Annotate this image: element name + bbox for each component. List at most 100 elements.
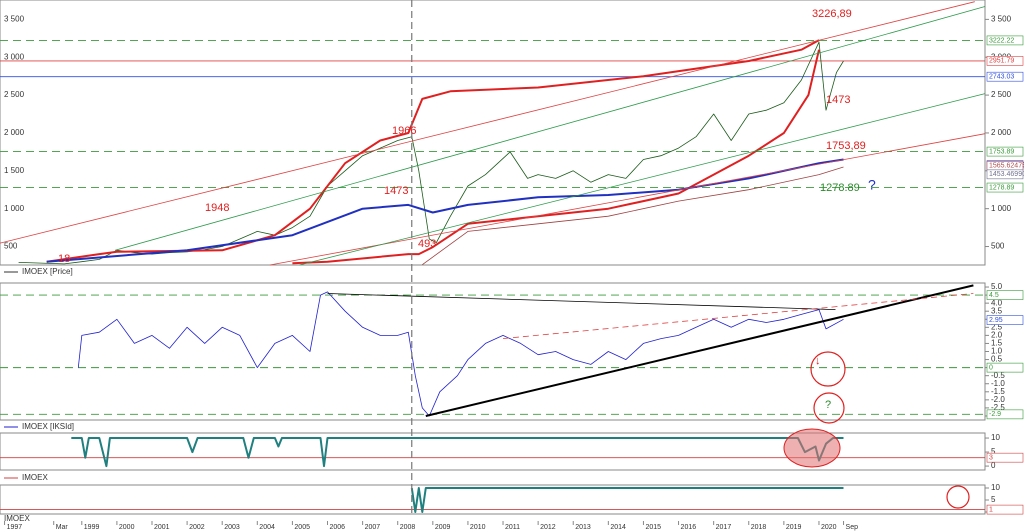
y-tick-label: 5 xyxy=(991,447,996,456)
y-tick-label: -1.5 xyxy=(991,387,1005,396)
y-tick-label: 10 xyxy=(991,483,1000,492)
series-line xyxy=(114,6,986,251)
level-label: 1753.89 xyxy=(989,148,1014,155)
y-tick-label: 5.0 xyxy=(991,282,1003,291)
series-line xyxy=(422,166,844,266)
series-line xyxy=(502,293,974,339)
y-tick-label: 1 000 xyxy=(4,204,25,213)
level-label: 3 xyxy=(989,455,993,462)
y-tick-label: -1.0 xyxy=(991,379,1005,388)
panel-title: IMOEX [IKSId] xyxy=(22,422,74,431)
annotation: 1948 xyxy=(205,202,229,214)
y-tick-label: 1 000 xyxy=(991,204,1012,213)
x-tick-label: 2002 xyxy=(189,524,205,531)
x-tick-label: Mar xyxy=(56,524,69,531)
panel-title: IMOEX [Price] xyxy=(22,267,73,276)
annotation: 1966 xyxy=(392,125,416,137)
panel-title: IMOEX xyxy=(22,473,48,482)
x-tick-label: 2013 xyxy=(575,524,591,531)
y-tick-label: 2 500 xyxy=(4,90,25,99)
annotation: ? xyxy=(825,399,831,411)
level-label: 4.5 xyxy=(989,292,999,299)
y-tick-label: 3 500 xyxy=(991,14,1012,23)
x-tick-label: 1997 xyxy=(7,524,23,531)
x-tick-label: 2001 xyxy=(154,524,170,531)
circle-mark xyxy=(810,351,846,387)
level-label: 0 xyxy=(989,364,993,371)
panel-frame xyxy=(0,484,986,515)
y-tick-label: 3 500 xyxy=(4,14,25,23)
annotation: 18 xyxy=(58,253,70,265)
level-box xyxy=(986,71,1024,82)
y-tick-label: 2.0 xyxy=(991,330,1003,339)
x-tick-label: 2010 xyxy=(470,524,486,531)
y-tick-label: -2.0 xyxy=(991,395,1005,404)
x-tick-label: 2016 xyxy=(681,524,697,531)
level-box xyxy=(986,182,1024,193)
annotation: 493 xyxy=(418,238,436,250)
annotation: ↓ xyxy=(815,355,821,367)
annotation: 3226,89 xyxy=(812,8,852,20)
series-line xyxy=(292,49,820,265)
series-line xyxy=(299,93,986,266)
y-tick-label: 1 500 xyxy=(4,166,25,175)
level-label: 1565.624756 xyxy=(989,163,1024,170)
x-tick-label: 2011 xyxy=(505,524,520,531)
x-tick-label: 2019 xyxy=(786,524,802,531)
panel-frame xyxy=(0,432,986,471)
x-tick-label: 2018 xyxy=(751,524,767,531)
y-tick-label: 0 xyxy=(991,461,996,470)
y-tick-label: 10 xyxy=(991,433,1000,442)
x-tick-label: 1999 xyxy=(84,524,100,531)
y-tick-label: 2 500 xyxy=(991,90,1012,99)
x-tick-label: 2020 xyxy=(821,524,837,531)
panel-title: IMOEX xyxy=(4,514,30,523)
annotation: 1473 xyxy=(826,94,850,106)
x-tick-label: 2014 xyxy=(610,524,626,531)
x-tick-label: 2012 xyxy=(540,524,556,531)
x-tick-label: 2008 xyxy=(400,524,416,531)
level-box xyxy=(986,452,1024,463)
level-label: 2743.03 xyxy=(989,74,1014,81)
y-tick-label: 4.0 xyxy=(991,298,1003,307)
level-label: 1 xyxy=(989,506,993,513)
y-tick-label: 3 000 xyxy=(4,52,25,61)
y-tick-label: 500 xyxy=(4,242,18,251)
level-label: 1453.469904 xyxy=(989,171,1024,178)
x-tick-label: 2000 xyxy=(119,524,135,531)
series-line xyxy=(0,1,975,244)
level-label: 2951.79 xyxy=(989,58,1014,65)
x-tick-label: 2006 xyxy=(330,524,346,531)
y-tick-label: -2.5 xyxy=(991,403,1005,412)
circle-mark xyxy=(946,485,970,509)
x-tick-label: 2003 xyxy=(224,524,240,531)
series-line xyxy=(425,284,974,417)
y-tick-label: 1.5 xyxy=(991,339,1003,348)
level-box xyxy=(986,56,1024,66)
x-tick-label: 2004 xyxy=(259,524,275,531)
series-line xyxy=(410,487,844,513)
level-label: -2.9 xyxy=(989,411,1001,418)
x-tick-label: 2015 xyxy=(645,524,661,531)
level-label: 2.95 xyxy=(989,317,1003,324)
level-label: 3222.22 xyxy=(989,37,1014,44)
series-line xyxy=(269,133,986,266)
level-box xyxy=(986,290,1024,300)
y-tick-label: 2 000 xyxy=(4,128,25,137)
x-tick-label: 2005 xyxy=(294,524,310,531)
y-tick-label: 3.5 xyxy=(991,306,1003,315)
circle-mark xyxy=(813,392,845,424)
x-tick-label: Sep xyxy=(846,524,859,531)
x-tick-label: 2017 xyxy=(716,524,732,531)
y-tick-label: 1.0 xyxy=(991,347,1003,356)
level-box xyxy=(986,169,1024,180)
highlight-mark xyxy=(783,428,841,468)
y-tick-label: 0.5 xyxy=(991,355,1003,364)
level-box xyxy=(986,409,1024,420)
x-tick-label: 2007 xyxy=(365,524,381,531)
level-box xyxy=(986,146,1024,157)
annotation: 1473 xyxy=(384,185,408,197)
level-box xyxy=(986,35,1024,46)
